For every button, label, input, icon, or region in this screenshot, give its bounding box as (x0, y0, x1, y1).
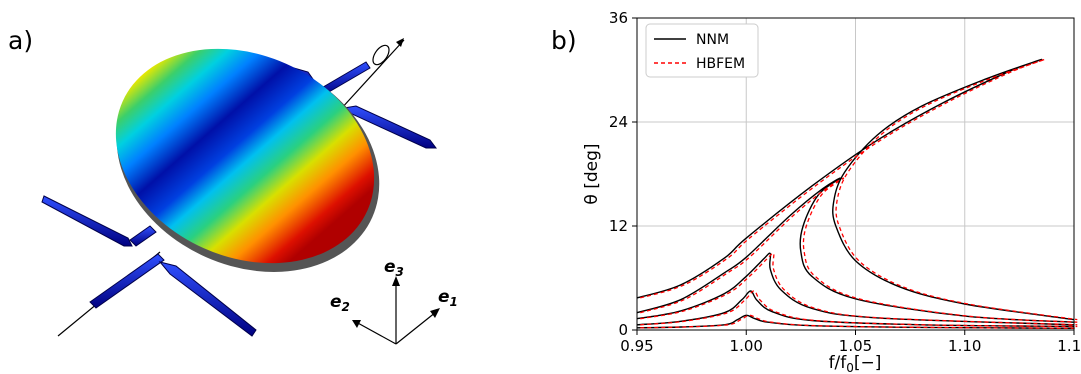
x-tick-label: 1.05 (839, 337, 872, 355)
rotation-axis-upper (339, 39, 405, 111)
chart-legend: NNM HBFEM (645, 23, 759, 78)
legend-label-nnm: NNM (696, 32, 729, 48)
y-tick-label: 24 (609, 113, 628, 131)
hbfem-curve-4 (640, 177, 1078, 323)
chart-ticks: 0.95 1.00 1.05 1.10 1.15 0 12 24 36 (609, 9, 1081, 355)
axis-e1-label: e1 (438, 287, 458, 309)
legend-label-hbfem: HBFEM (696, 56, 745, 72)
x-tick-label: 1.10 (948, 337, 981, 355)
lower-beams (41, 195, 257, 337)
x-tick-label: 1.00 (730, 337, 763, 355)
hbfem-curve-1 (640, 314, 1078, 329)
frequency-response-chart: 0.95 1.00 1.05 1.10 1.15 0 12 24 36 θ [deg] f/f0… (582, 9, 1081, 374)
y-tick-label: 36 (609, 9, 628, 27)
hbfem-curve-5 (640, 58, 1078, 321)
y-axis-label: θ [deg] (582, 143, 602, 204)
y-tick-label: 0 (618, 321, 628, 339)
coordinate-triad (355, 282, 437, 345)
panel-b-label: b) (551, 26, 577, 55)
rotation-axis-arrowhead (396, 38, 404, 47)
nnm-curve-5 (636, 58, 1075, 321)
disc-surface (115, 48, 375, 264)
axis-e3-label: e3 (384, 257, 404, 279)
x-tick-label: 1.15 (1057, 337, 1081, 355)
rotation-symbol (372, 44, 390, 66)
y-tick-label: 12 (609, 217, 628, 235)
axis-e2-label: e2 (330, 292, 350, 314)
hbfem-curve-2 (640, 290, 1078, 328)
panel-a-label: a) (8, 26, 34, 55)
nnm-curve-3 (636, 252, 1075, 326)
hbfem-curve-3 (640, 252, 1078, 326)
mirror-illustration: e3 e1 e2 (41, 38, 458, 345)
x-axis-label: f/f0[−] (829, 353, 882, 374)
x-tick-label: 0.95 (620, 337, 653, 355)
chart-curves (636, 58, 1078, 329)
